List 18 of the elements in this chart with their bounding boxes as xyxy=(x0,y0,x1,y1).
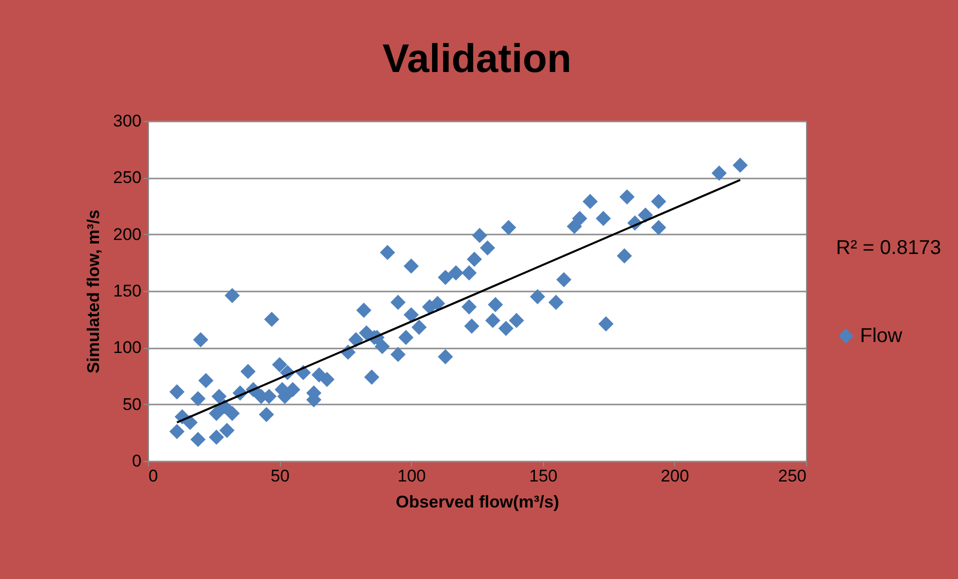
y-tick-label: 200 xyxy=(113,224,142,244)
x-tick-label: 150 xyxy=(529,466,558,486)
y-tick-label: 100 xyxy=(113,338,142,358)
x-tick-label: 50 xyxy=(270,466,290,486)
x-tick-label: 200 xyxy=(660,466,690,486)
x-tick-label: 100 xyxy=(398,466,426,486)
legend-label: Flow xyxy=(860,325,903,347)
y-tick-label: 300 xyxy=(113,112,142,130)
x-tick-label: 0 xyxy=(148,466,158,486)
y-tick-label: 0 xyxy=(132,452,142,470)
text: R² = 0.8173 xyxy=(836,237,942,259)
y-tick-label: 250 xyxy=(113,168,142,188)
x-tick-label: 250 xyxy=(778,466,806,486)
y-tick-label: 50 xyxy=(122,394,142,414)
x-axis-title: Observed flow(m³/s) xyxy=(396,492,560,512)
y-tick-label: 150 xyxy=(113,282,142,300)
chart-title: Validation xyxy=(382,37,572,81)
y-axis-title: Simulated flow, m³/s xyxy=(84,210,104,374)
